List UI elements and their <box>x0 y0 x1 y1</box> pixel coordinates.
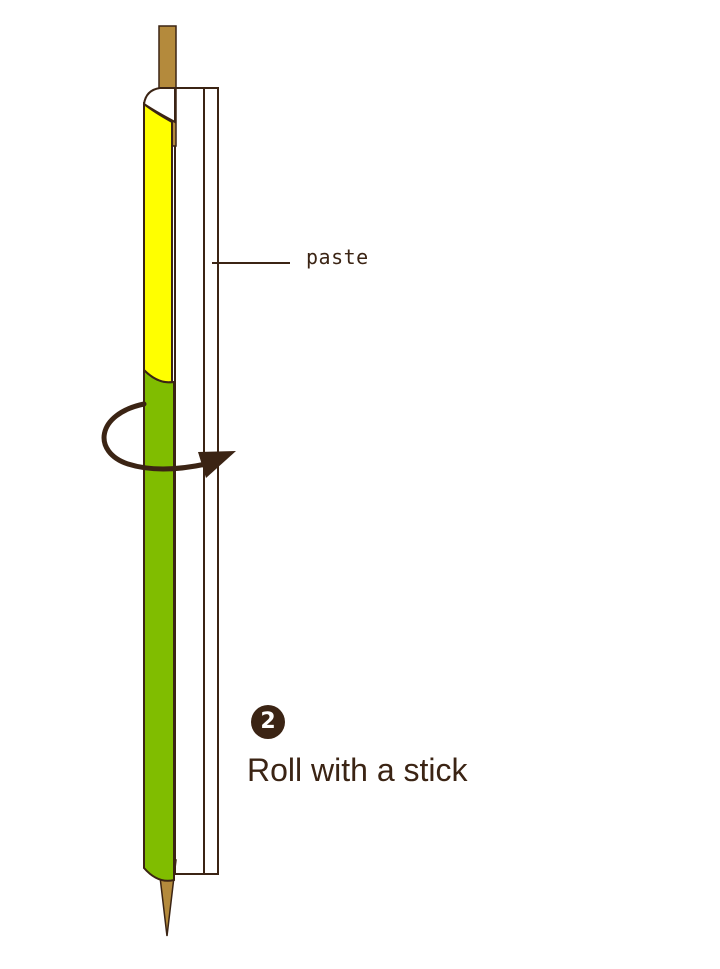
paste-label: paste <box>306 245 369 269</box>
paper-sheet <box>174 87 205 875</box>
step-number-badge: 2 <box>251 705 285 739</box>
curved-rotation-arrow-icon <box>101 401 236 478</box>
rolled-paper-green <box>143 367 175 882</box>
paper-curl-top <box>142 87 176 124</box>
step-caption: Roll with a stick <box>247 752 468 788</box>
paste-strip <box>203 87 219 875</box>
rolled-paper-yellow <box>143 101 173 384</box>
